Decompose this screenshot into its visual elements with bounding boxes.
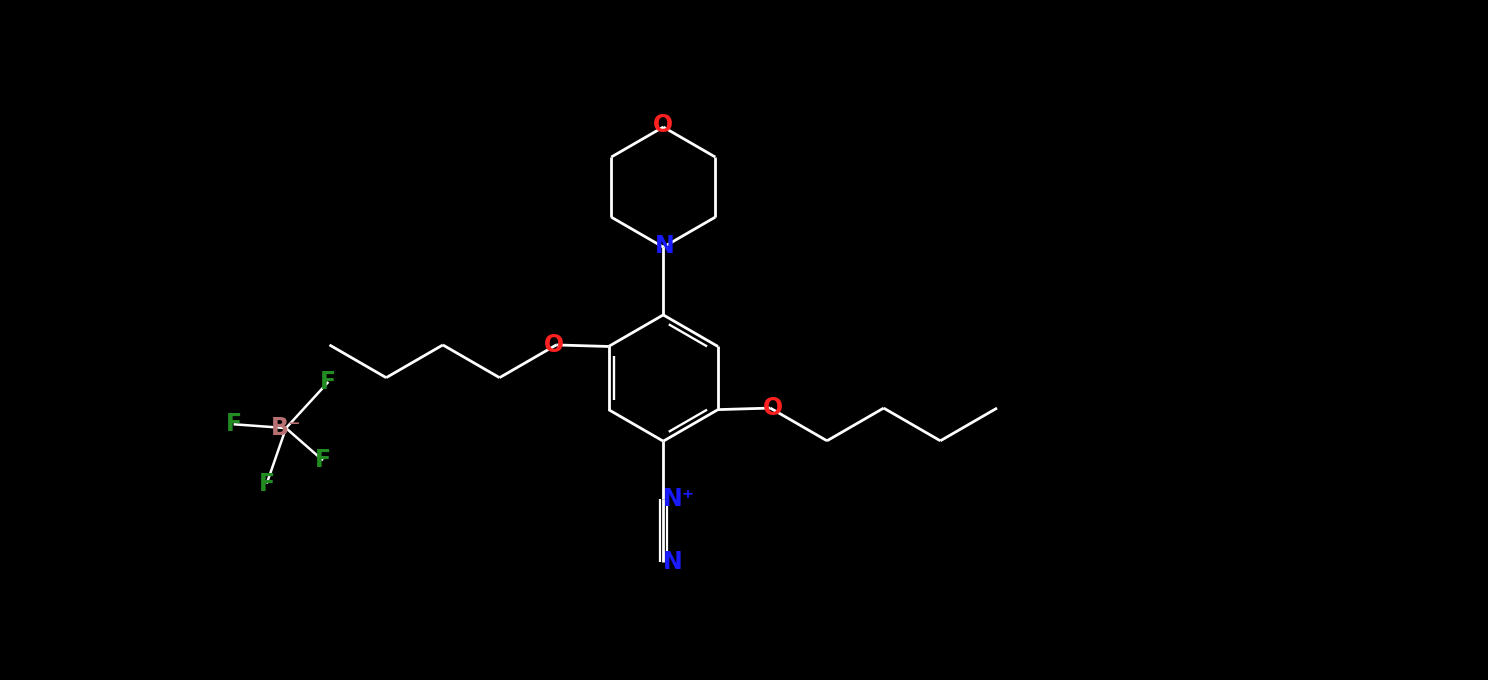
Text: N: N xyxy=(655,234,674,258)
Text: O: O xyxy=(653,114,674,137)
Text: N⁺: N⁺ xyxy=(662,487,695,511)
Text: F: F xyxy=(315,448,330,473)
Text: O: O xyxy=(543,333,564,357)
Text: O: O xyxy=(762,396,783,420)
Text: N: N xyxy=(662,550,683,574)
Text: B⁻: B⁻ xyxy=(271,416,301,440)
Text: F: F xyxy=(259,471,275,496)
Text: F: F xyxy=(226,412,241,437)
Text: F: F xyxy=(320,370,336,394)
